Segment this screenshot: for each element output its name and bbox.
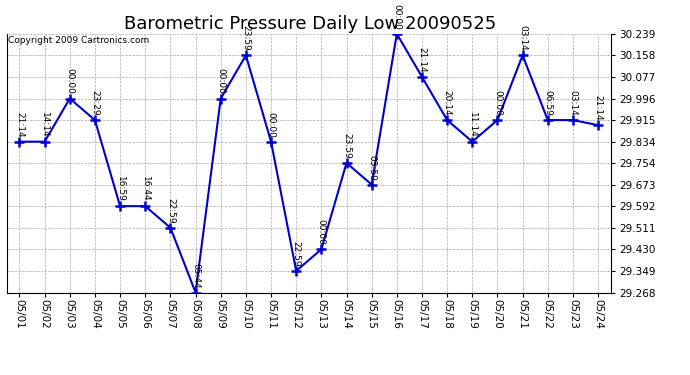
Text: 23:59: 23:59 [342,133,351,159]
Text: 23:59: 23:59 [241,26,250,51]
Text: 03:14: 03:14 [569,90,578,116]
Text: 14:14: 14:14 [40,112,49,138]
Text: 03:14: 03:14 [518,26,527,51]
Text: 20:14: 20:14 [442,90,452,116]
Text: 03:59: 03:59 [367,154,376,180]
Text: 00:00: 00:00 [66,69,75,94]
Text: 16:59: 16:59 [116,176,125,202]
Text: 21:14: 21:14 [15,112,24,138]
Text: 06:59: 06:59 [543,90,552,116]
Text: 00:00: 00:00 [317,219,326,245]
Text: 21:14: 21:14 [417,47,426,73]
Text: 23:29: 23:29 [90,90,99,116]
Text: 16:44: 16:44 [141,176,150,202]
Text: 00:00: 00:00 [216,69,225,94]
Text: 00:00: 00:00 [266,112,275,138]
Text: Copyright 2009 Cartronics.com: Copyright 2009 Cartronics.com [8,36,149,45]
Text: 22:59: 22:59 [292,241,301,267]
Text: 00:00: 00:00 [493,90,502,116]
Text: 00:00: 00:00 [393,4,402,30]
Text: 05:44: 05:44 [191,263,200,288]
Text: 21:14: 21:14 [593,95,602,121]
Text: 11:14: 11:14 [468,112,477,138]
Text: Barometric Pressure Daily Low 20090525: Barometric Pressure Daily Low 20090525 [124,15,497,33]
Text: 22:59: 22:59 [166,198,175,223]
